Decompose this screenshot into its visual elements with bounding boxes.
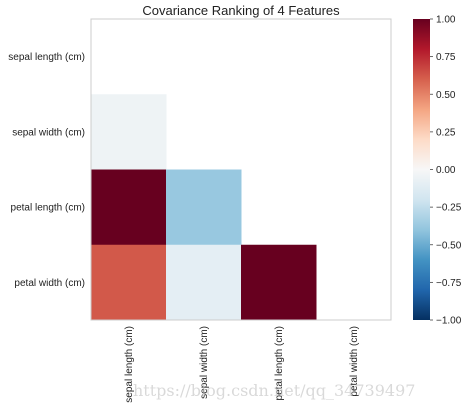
heatmap-cell: [166, 244, 242, 321]
colorbar-tick-label: 0.25: [436, 127, 456, 138]
colorbar-tick-label: 1.00: [436, 15, 456, 26]
y-tick-label: petal width (cm): [14, 278, 85, 289]
colorbar-tick-label: −0.50: [436, 240, 462, 251]
colorbar-tick-labels: 1.00 0.75 0.50 0.25 0.00 −0.25 −0.50 −0.75 −1.00: [430, 15, 462, 327]
y-tick-label: petal length (cm): [11, 203, 85, 214]
heatmap-cell: [91, 169, 167, 246]
heatmap-cell: [91, 244, 167, 321]
x-tick-label: sepal width (cm): [199, 326, 210, 399]
heatmap-cell: [91, 94, 167, 170]
watermark: https://blog.csdn.net/qq_34739497: [133, 381, 415, 400]
colorbar-tick-label: −0.25: [436, 203, 462, 214]
x-tick-label: petal length (cm): [274, 326, 285, 400]
chart-title: Covariance Ranking of 4 Features: [142, 3, 340, 18]
heatmap-cells: [91, 94, 317, 321]
colorbar: [413, 19, 430, 320]
heatmap-cell: [241, 244, 317, 321]
plot-frame: [90, 18, 392, 321]
colorbar-tick-label: 0.50: [436, 90, 456, 101]
y-tick-label: sepal length (cm): [8, 52, 85, 63]
x-tick-label: sepal length (cm): [124, 326, 135, 403]
y-tick-label: sepal width (cm): [12, 127, 85, 138]
colorbar-tick-label: 0.00: [436, 165, 456, 176]
x-tick-label: petal width (cm): [349, 326, 360, 397]
colorbar-tick-label: 0.75: [436, 52, 456, 63]
x-axis-tick-labels: sepal length (cm) sepal width (cm) petal l…: [124, 326, 360, 403]
y-axis-tick-labels: sepal length (cm) sepal width (cm) petal l…: [8, 52, 85, 289]
heatmap-cell: [166, 169, 242, 246]
colorbar-tick-label: −0.75: [436, 278, 462, 289]
colorbar-tick-label: −1.00: [436, 316, 462, 327]
